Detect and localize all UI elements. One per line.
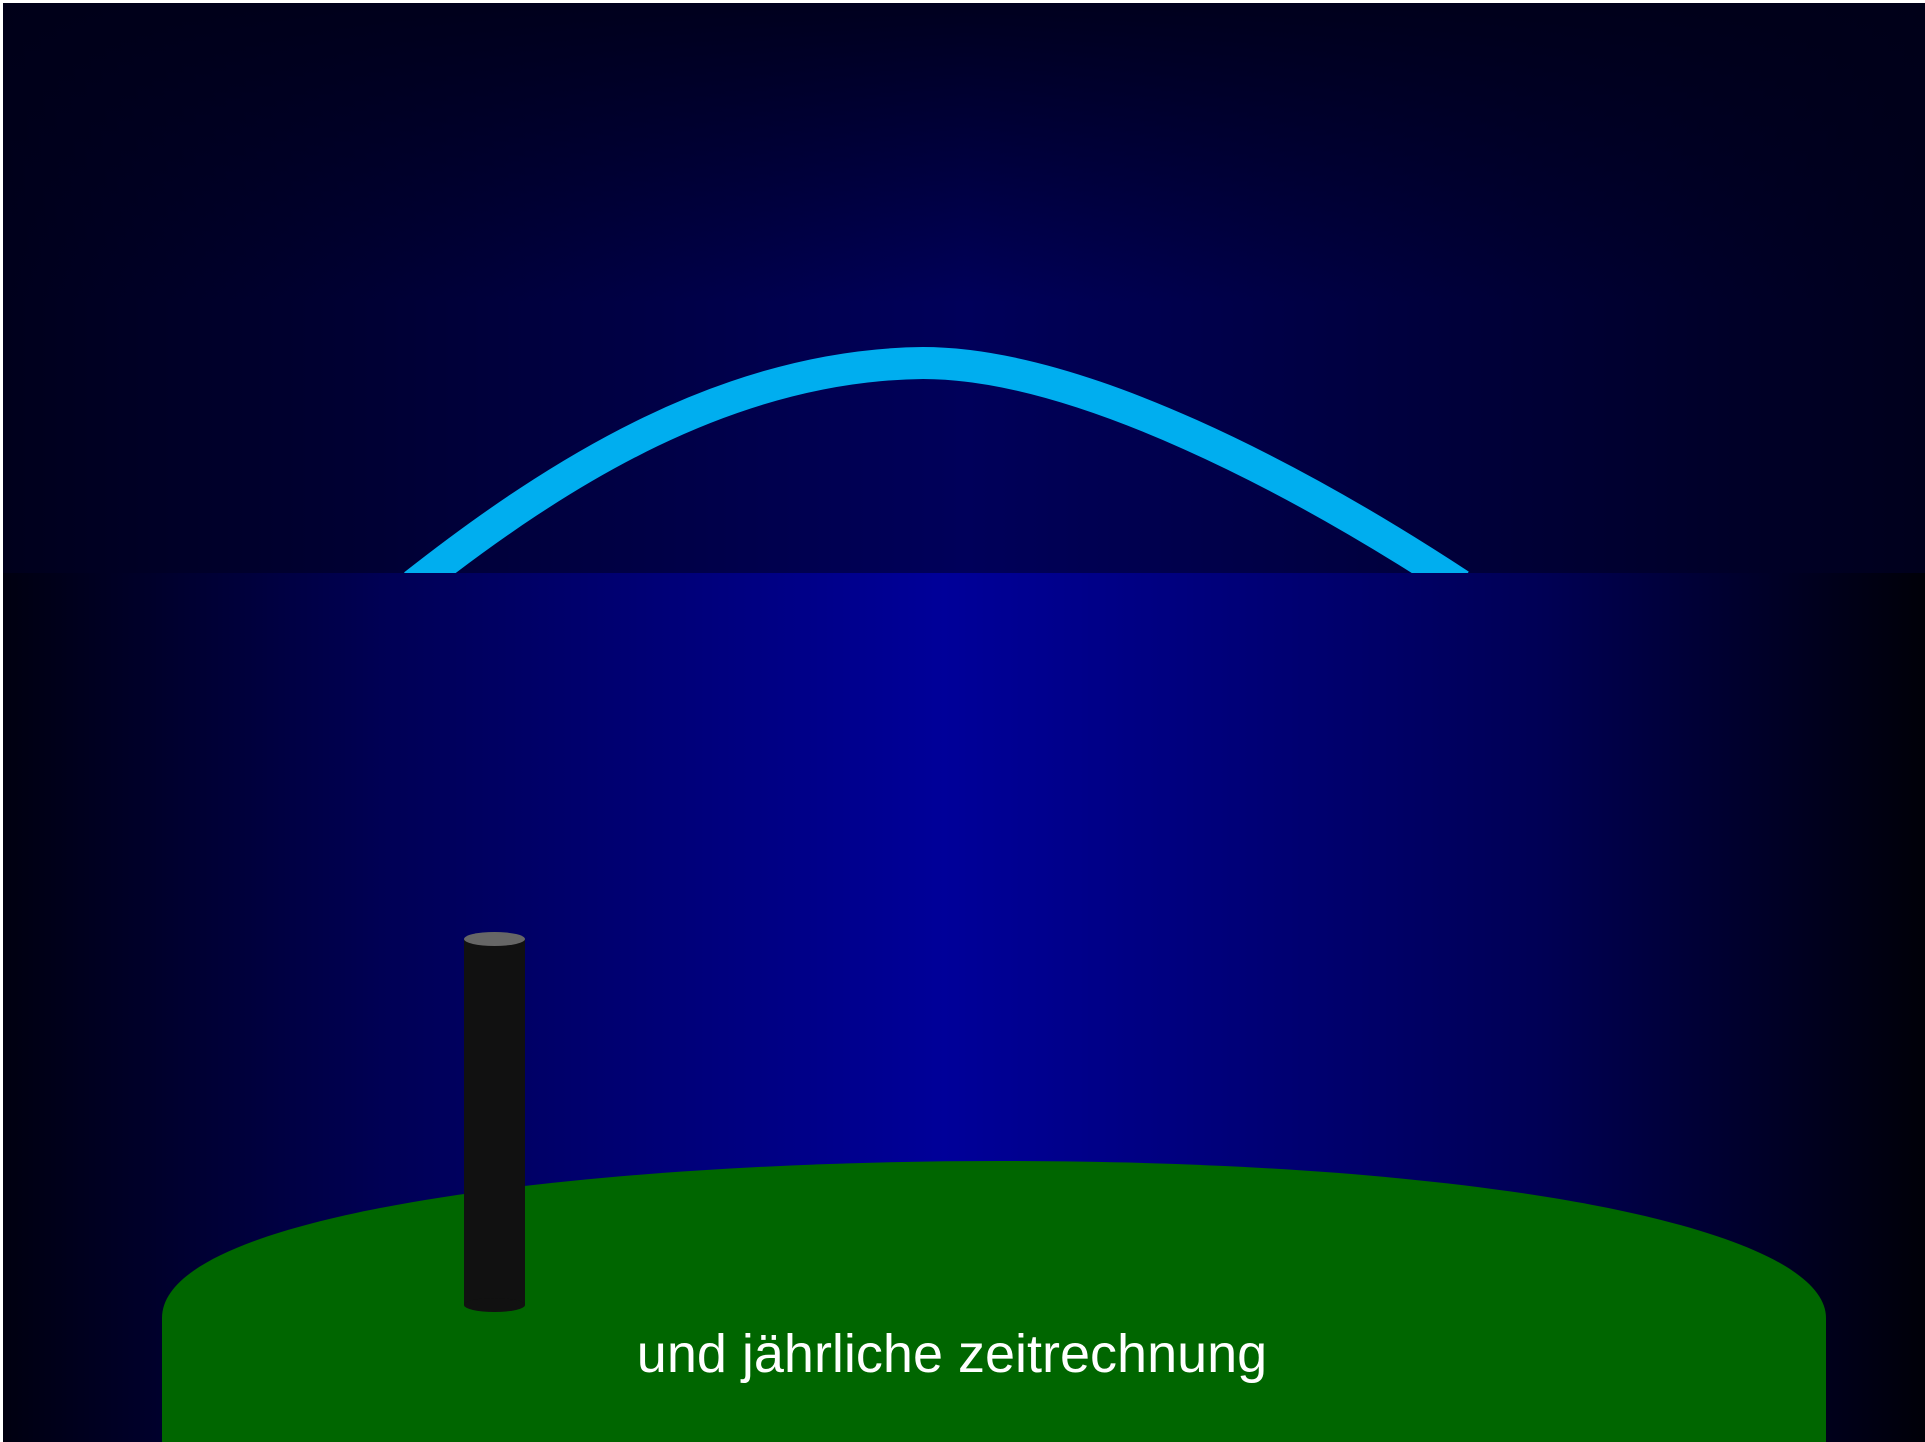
page: und jährliche zeitrechnung (() => { cons…: [0, 0, 1925, 1442]
sky-shade: [3, 3, 1925, 303]
gnomon-top: [464, 932, 525, 946]
gnomon-base: [464, 1298, 525, 1312]
gnomon: [464, 939, 525, 1305]
scene: und jährliche zeitrechnung: [0, 0, 1925, 1442]
caption: und jährliche zeitrechnung: [637, 1324, 1267, 1384]
ground: [162, 1161, 1826, 1442]
